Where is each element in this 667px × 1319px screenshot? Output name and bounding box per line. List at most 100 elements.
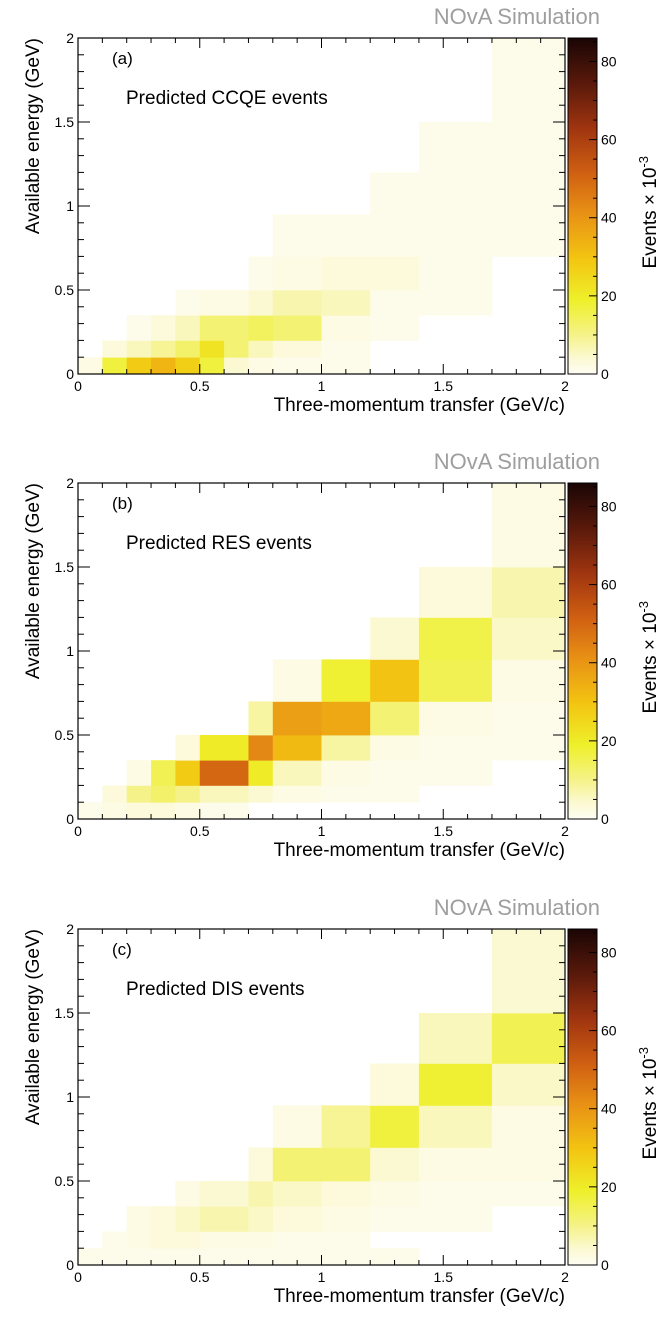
heatmap-cell: [199, 1231, 249, 1249]
heatmap-cell: [491, 1063, 566, 1106]
heatmap-cell: [370, 735, 420, 761]
y-tick-label: 0: [66, 366, 74, 382]
heatmap-cell: [175, 1248, 201, 1266]
heatmap-cell: [370, 701, 420, 736]
heatmap-cell: [126, 1206, 152, 1232]
heatmap-cell: [321, 1231, 371, 1249]
color-scale: [567, 37, 598, 375]
y-tick-label: 0.5: [55, 727, 75, 743]
heatmap-cell: [272, 785, 322, 803]
heatmap-cell: [248, 735, 274, 761]
heatmap-cell: [491, 38, 566, 123]
y-tick-label: 1: [66, 1089, 74, 1105]
heatmap-cell: [321, 760, 371, 786]
heatmap-cell: [418, 290, 493, 316]
heatmap-cell: [126, 340, 152, 358]
y-axis: 0 0.5 1 1.5 2 Available energy (GeV): [23, 475, 565, 827]
color-tick-label: 20: [601, 733, 617, 749]
heatmap-cell: [418, 1063, 493, 1106]
heatmap-cells: [78, 929, 566, 1266]
heatmap-cell: [370, 1147, 420, 1182]
x-tick-label: 1: [318, 378, 326, 394]
heatmap-cell: [370, 315, 420, 341]
color-scale: [567, 482, 598, 820]
heatmap-cell: [272, 315, 322, 341]
y-tick-label: 0.5: [55, 282, 75, 298]
y-tick-label: 2: [66, 475, 74, 491]
heatmap-cell: [370, 290, 420, 316]
y-axis-title: Available energy (GeV): [23, 929, 44, 1125]
heatmap-cell: [491, 929, 566, 1014]
heatmap-cell: [272, 1248, 322, 1266]
x-tick-label: 1.5: [434, 823, 454, 839]
heatmap-cell: [175, 785, 201, 803]
heatmap-cell: [321, 659, 371, 702]
heatmap-cell: [102, 802, 128, 820]
heatmap-cell: [370, 1248, 420, 1266]
x-tick-label: 0.5: [190, 1269, 210, 1285]
heatmap-cell: [151, 357, 176, 375]
x-tick-label: 2: [561, 378, 569, 394]
x-tick-label: 0.5: [190, 823, 210, 839]
heatmap-cell: [321, 1105, 371, 1148]
color-tick-label: 40: [601, 1101, 617, 1117]
x-tick-label: 1: [318, 823, 326, 839]
heatmap-cell: [321, 340, 371, 358]
heatmap-cell: [321, 1206, 371, 1232]
color-bar: 0 20 40 60 80 Events × 10-3: [567, 928, 661, 1273]
color-tick-label: 80: [601, 498, 617, 514]
heatmap-cell: [78, 802, 103, 820]
heatmap-cell: [248, 760, 274, 786]
heatmap-cell: [199, 1181, 249, 1207]
color-axis-title-text: Events × 10: [640, 168, 661, 269]
color-tick-label: 40: [601, 210, 617, 226]
heatmap-cell: [126, 802, 152, 820]
heatmap-cell: [175, 290, 201, 316]
x-axis-title: Three-momentum transfer (GeV/c): [274, 395, 565, 416]
color-tick-label: 0: [601, 811, 609, 827]
heatmap-cell: [102, 785, 128, 803]
heatmap-cells: [78, 38, 566, 375]
color-axis-title-text: Events × 10: [640, 1059, 661, 1160]
x-tick-label: 0: [74, 1269, 82, 1285]
heatmap-cell: [370, 1063, 420, 1106]
watermark-label: NOvA Simulation: [434, 4, 600, 29]
heatmap-cell: [370, 659, 420, 702]
color-bar: 0 20 40 60 80 Events × 10-3: [567, 482, 661, 827]
heatmap-cell: [151, 802, 176, 820]
heatmap-cell: [370, 785, 420, 803]
heatmap-cell: [199, 760, 249, 786]
x-axis-title: Three-momentum transfer (GeV/c): [274, 1286, 565, 1307]
heatmap-cell: [418, 735, 493, 761]
color-tick-label: 20: [601, 1179, 617, 1195]
y-tick-label: 0.5: [55, 1173, 75, 1189]
heatmap-cell: [175, 1181, 201, 1207]
heatmap-cell: [248, 1206, 274, 1232]
heatmap-cell: [248, 1248, 274, 1266]
heatmap-cell: [272, 1206, 322, 1232]
heatmap-cell: [248, 256, 274, 291]
heatmap-cell: [321, 1147, 371, 1182]
panel-label: (c): [112, 940, 132, 959]
heatmap-cell: [418, 760, 493, 786]
heatmap-cell: [199, 1206, 249, 1232]
heatmap-cell: [491, 1105, 566, 1148]
heatmap-cell: [199, 315, 249, 341]
heatmap-cell: [370, 214, 420, 257]
y-tick-label: 1.5: [55, 1005, 75, 1021]
panel-label: (a): [112, 49, 133, 68]
panel-title: Predicted RES events: [126, 533, 312, 554]
heatmap-cell: [321, 1181, 371, 1207]
panel-title: Predicted DIS events: [126, 979, 304, 1000]
y-axis-title: Available energy (GeV): [23, 38, 44, 234]
heatmap-cell: [491, 701, 566, 736]
heatmap-cell: [321, 315, 371, 341]
heatmap-cell: [272, 340, 322, 358]
heatmap-cell: [491, 1147, 566, 1182]
y-axis-title: Available energy (GeV): [23, 483, 44, 679]
heatmap-cell: [102, 1231, 128, 1249]
